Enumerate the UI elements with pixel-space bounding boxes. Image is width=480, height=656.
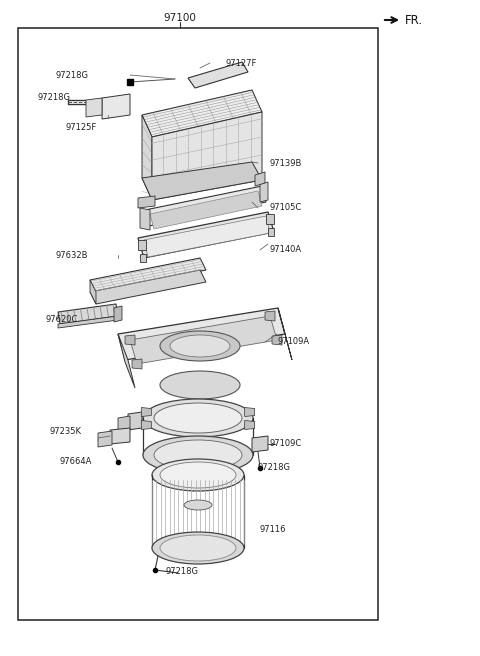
Ellipse shape [154,403,242,433]
Polygon shape [142,115,152,200]
Text: FR.: FR. [405,14,423,26]
Polygon shape [58,316,118,328]
Polygon shape [152,112,262,200]
Polygon shape [252,436,268,452]
Ellipse shape [160,371,240,399]
Polygon shape [140,254,146,262]
Polygon shape [142,90,262,137]
Text: 97140A: 97140A [270,245,302,255]
Polygon shape [245,407,255,417]
Polygon shape [138,196,155,208]
Ellipse shape [143,399,253,437]
Polygon shape [110,428,130,444]
Polygon shape [245,420,255,430]
Ellipse shape [143,436,253,474]
Text: 97218G: 97218G [258,462,291,472]
Polygon shape [268,228,274,236]
Ellipse shape [152,532,244,564]
Polygon shape [114,306,122,322]
Polygon shape [138,212,274,258]
Polygon shape [140,208,150,230]
Polygon shape [265,311,275,321]
Polygon shape [141,407,151,417]
Polygon shape [142,162,262,200]
Polygon shape [150,191,262,229]
Text: 97105C: 97105C [270,203,302,213]
Polygon shape [132,359,142,369]
Polygon shape [255,172,265,186]
Ellipse shape [154,440,242,470]
Ellipse shape [184,500,212,510]
Polygon shape [272,335,282,345]
Polygon shape [266,214,274,224]
Polygon shape [118,416,130,432]
Polygon shape [86,98,102,117]
Text: 97632B: 97632B [55,251,87,260]
Text: 97218G: 97218G [55,70,88,79]
Text: 97109A: 97109A [278,337,310,346]
Polygon shape [102,94,130,119]
Polygon shape [278,308,292,360]
Ellipse shape [160,331,240,361]
Text: 97235K: 97235K [50,428,82,436]
Ellipse shape [160,462,236,488]
Polygon shape [90,270,206,304]
Polygon shape [98,431,112,447]
Polygon shape [18,28,378,620]
Polygon shape [260,182,268,202]
Polygon shape [144,216,270,257]
Text: 97664A: 97664A [60,457,92,466]
Polygon shape [125,335,135,345]
Text: 97125F: 97125F [65,123,96,133]
Polygon shape [90,258,206,292]
Polygon shape [141,420,151,430]
Ellipse shape [152,459,244,491]
Polygon shape [145,186,266,226]
Polygon shape [188,62,248,88]
Polygon shape [138,240,146,250]
Text: 97116: 97116 [260,525,287,535]
Polygon shape [128,412,142,430]
Polygon shape [118,334,135,388]
Text: 97218G: 97218G [38,94,71,102]
Text: 97218G: 97218G [165,567,198,577]
Polygon shape [58,304,118,324]
Polygon shape [90,280,96,304]
Ellipse shape [160,535,236,561]
Text: 97620C: 97620C [45,316,77,325]
Text: 97139B: 97139B [270,159,302,167]
Text: 97100: 97100 [164,13,196,23]
Polygon shape [130,316,277,364]
Polygon shape [118,308,285,360]
Text: 97109C: 97109C [270,440,302,449]
Ellipse shape [170,335,230,357]
Text: 97127F: 97127F [225,58,256,68]
